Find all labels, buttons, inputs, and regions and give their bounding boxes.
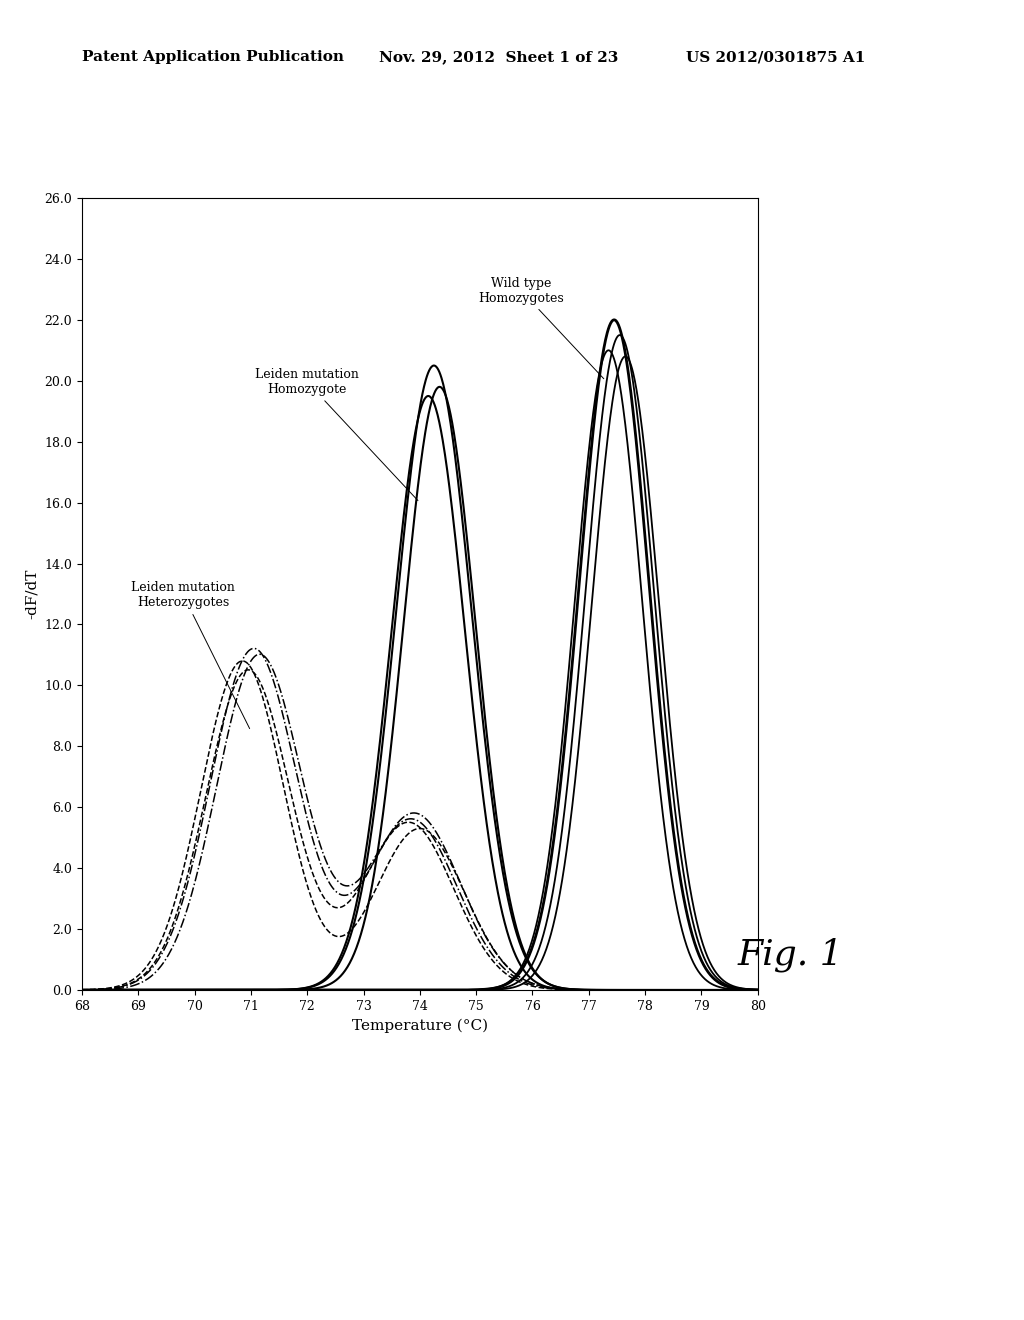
Text: Leiden mutation
Heterozygotes: Leiden mutation Heterozygotes [131,581,250,729]
Text: Leiden mutation
Homozygote: Leiden mutation Homozygote [255,368,418,500]
Y-axis label: -dF/dT: -dF/dT [25,569,39,619]
Text: Fig. 1: Fig. 1 [737,937,843,972]
Text: Nov. 29, 2012  Sheet 1 of 23: Nov. 29, 2012 Sheet 1 of 23 [379,50,618,65]
Text: US 2012/0301875 A1: US 2012/0301875 A1 [686,50,865,65]
X-axis label: Temperature (°C): Temperature (°C) [352,1018,487,1032]
Text: Wild type
Homozygotes: Wild type Homozygotes [478,277,604,379]
Text: Patent Application Publication: Patent Application Publication [82,50,344,65]
